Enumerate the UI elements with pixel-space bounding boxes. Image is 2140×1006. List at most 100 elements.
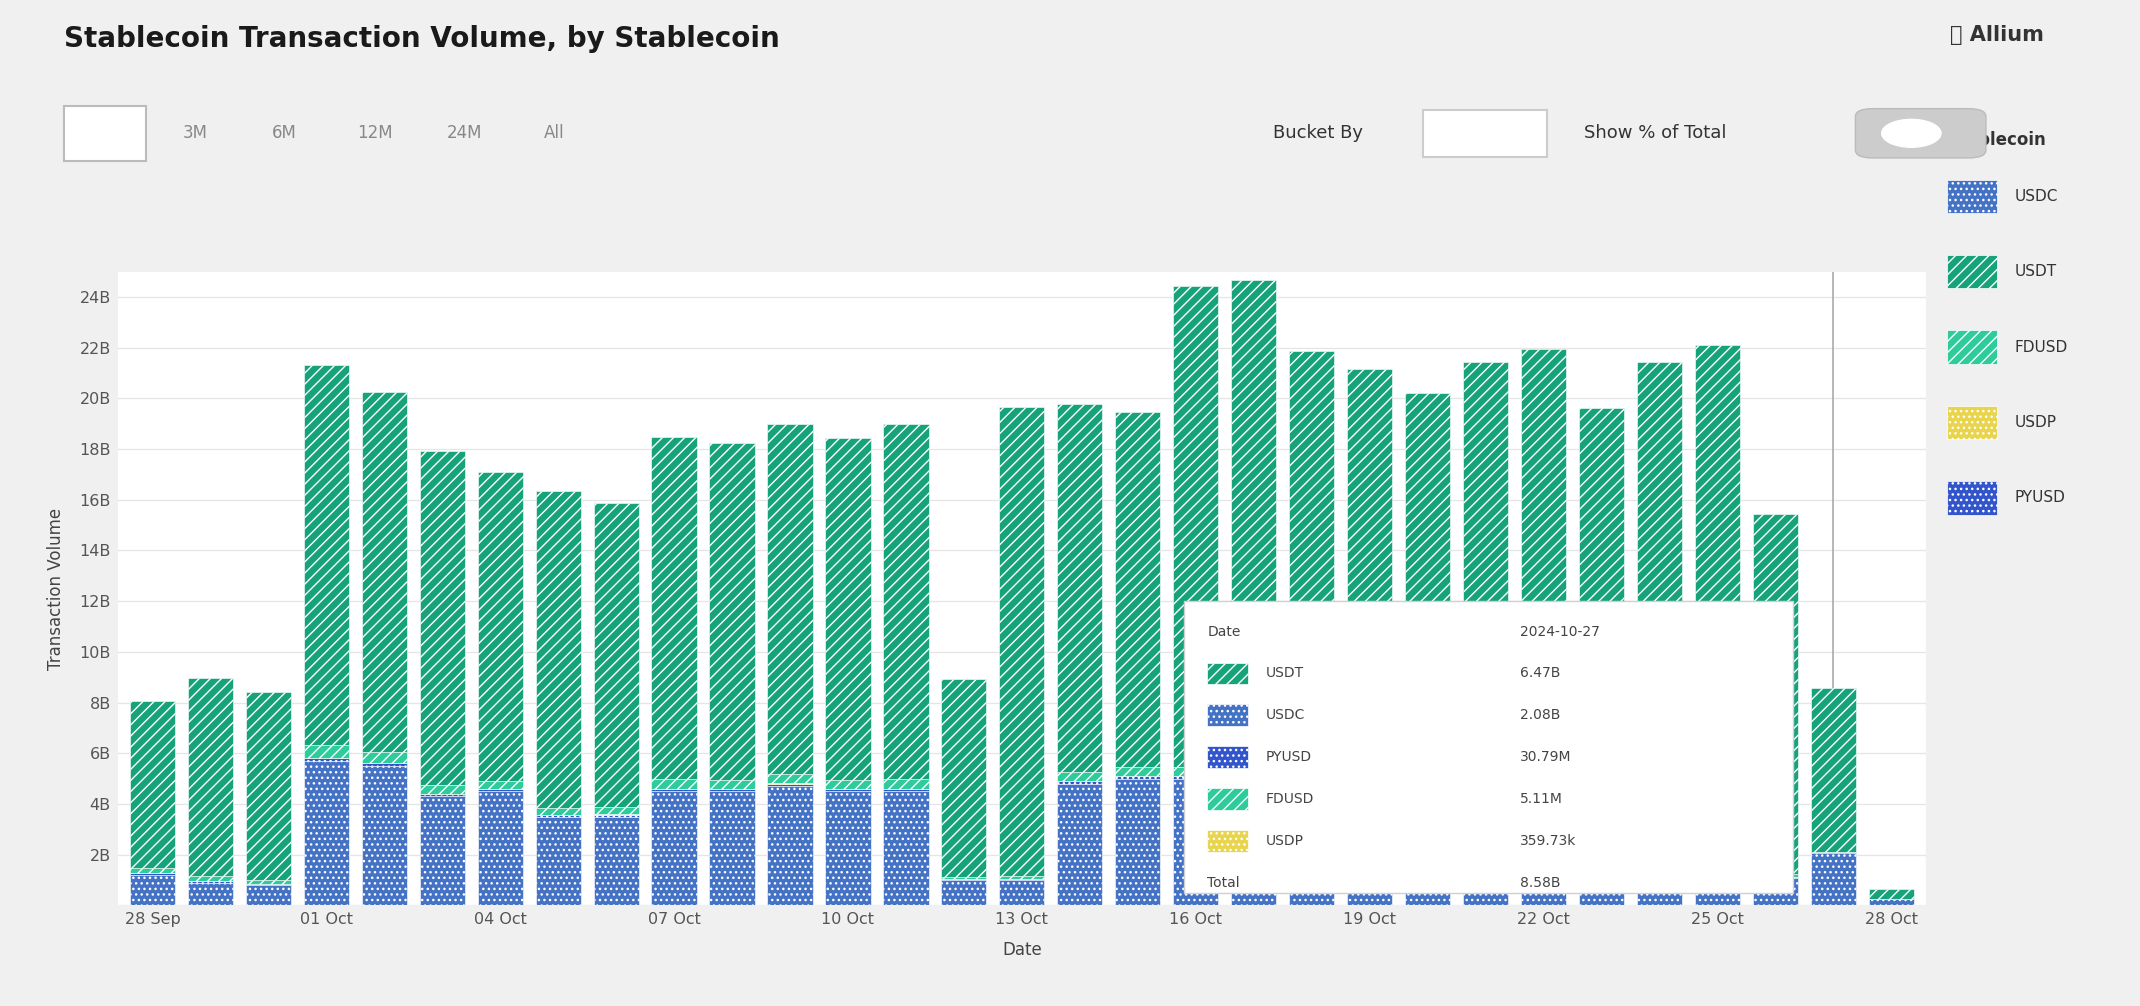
Bar — [304, 365, 349, 745]
Bar — [999, 876, 1044, 879]
Bar — [188, 882, 233, 905]
Bar — [1230, 774, 1275, 782]
Bar — [1173, 286, 1218, 768]
Text: USDP: USDP — [2014, 415, 2057, 430]
Text: Date: Date — [1207, 625, 1241, 639]
Bar — [362, 391, 407, 751]
Bar — [884, 424, 929, 779]
Text: USDT: USDT — [1265, 666, 1303, 680]
Text: 5.11M: 5.11M — [1519, 792, 1562, 806]
Text: USDC: USDC — [1265, 708, 1305, 722]
Bar — [651, 792, 698, 905]
Bar — [304, 759, 349, 761]
Text: FDUSD: FDUSD — [2014, 340, 2067, 354]
Text: USDC: USDC — [2014, 189, 2059, 203]
Bar — [1695, 864, 1740, 874]
Bar — [768, 424, 813, 774]
FancyBboxPatch shape — [1207, 830, 1248, 851]
FancyBboxPatch shape — [1207, 788, 1248, 810]
Bar — [884, 779, 929, 789]
Text: Stablecoin Transaction Volume, by Stablecoin: Stablecoin Transaction Volume, by Stable… — [64, 25, 779, 53]
Bar — [1288, 351, 1333, 783]
Bar — [768, 774, 813, 784]
Bar — [768, 787, 813, 905]
Bar — [188, 881, 233, 882]
Bar — [1230, 280, 1275, 774]
Bar — [246, 880, 291, 883]
Bar — [1637, 790, 1682, 792]
Bar — [188, 876, 233, 881]
Bar — [477, 792, 522, 905]
Bar — [1346, 369, 1393, 787]
Bar — [304, 761, 349, 905]
Text: 3M: 3M — [182, 125, 208, 142]
Bar — [1173, 777, 1218, 779]
Bar — [1057, 782, 1102, 784]
Bar — [246, 692, 291, 880]
Bar — [131, 875, 175, 905]
Bar — [1406, 797, 1451, 905]
Bar — [826, 438, 871, 780]
Bar — [535, 808, 580, 815]
Bar — [1810, 688, 1855, 852]
Bar — [535, 491, 580, 808]
Bar — [768, 784, 813, 787]
Bar — [1522, 790, 1566, 792]
Text: 6M: 6M — [272, 125, 297, 142]
Bar — [1230, 782, 1275, 784]
Bar — [710, 789, 755, 792]
Bar — [131, 873, 175, 875]
Bar — [1637, 362, 1682, 781]
Bar — [1637, 781, 1682, 789]
Bar — [1288, 790, 1333, 792]
Bar — [1115, 779, 1160, 905]
Bar — [1695, 875, 1740, 877]
Bar — [1288, 783, 1333, 790]
Text: 359.73k: 359.73k — [1519, 834, 1577, 848]
FancyBboxPatch shape — [1207, 704, 1248, 726]
Bar — [826, 789, 871, 792]
Bar — [1753, 514, 1798, 873]
Text: Total: Total — [1207, 875, 1239, 889]
Bar — [1695, 345, 1740, 864]
Bar — [942, 880, 987, 905]
Bar — [477, 472, 522, 782]
Bar — [1868, 889, 1913, 899]
Bar — [246, 884, 291, 885]
Bar — [999, 879, 1044, 880]
Bar — [1695, 877, 1740, 905]
Bar — [1288, 792, 1333, 905]
Bar — [131, 868, 175, 873]
Bar — [1173, 768, 1218, 777]
Text: All: All — [544, 125, 565, 142]
Bar — [1579, 797, 1624, 799]
Bar — [362, 751, 407, 764]
Bar — [884, 792, 929, 905]
Text: PYUSD: PYUSD — [2014, 491, 2065, 505]
Bar — [1346, 795, 1393, 797]
Bar — [1753, 873, 1798, 876]
Bar — [1346, 797, 1393, 905]
Bar — [1522, 792, 1566, 905]
Text: Show % of Total: Show % of Total — [1584, 125, 1727, 142]
Bar — [884, 789, 929, 792]
Bar — [1406, 393, 1451, 787]
Bar — [1637, 792, 1682, 905]
Bar — [1579, 789, 1624, 797]
Text: 1M: 1M — [90, 125, 120, 142]
Bar — [1057, 784, 1102, 905]
Bar — [593, 503, 638, 807]
Text: 2024-10-27: 2024-10-27 — [1519, 625, 1601, 639]
Bar — [826, 780, 871, 789]
Bar — [1464, 794, 1509, 802]
Bar — [651, 789, 698, 792]
Bar — [1115, 412, 1160, 768]
Bar — [419, 795, 464, 797]
Bar — [362, 766, 407, 905]
Bar — [477, 782, 522, 789]
Bar — [1579, 408, 1624, 789]
Text: 24M: 24M — [447, 125, 482, 142]
Bar — [419, 786, 464, 794]
Bar — [419, 797, 464, 905]
Bar — [593, 815, 638, 817]
